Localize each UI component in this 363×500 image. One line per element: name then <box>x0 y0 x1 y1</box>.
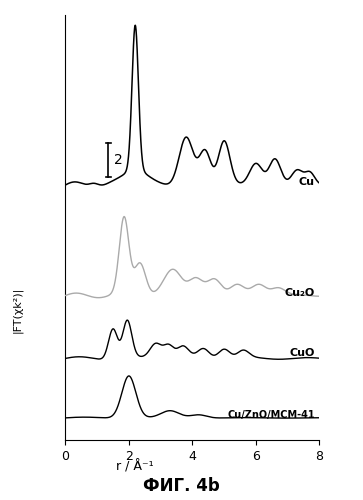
Text: |FT(χk²)|: |FT(χk²)| <box>12 287 23 333</box>
Text: r / Å⁻¹: r / Å⁻¹ <box>117 460 154 474</box>
Text: ФИГ. 4b: ФИГ. 4b <box>143 477 220 495</box>
Text: Cu: Cu <box>299 176 315 186</box>
Text: Cu₂O: Cu₂O <box>285 288 315 298</box>
Text: Cu/ZnO/MCM-41: Cu/ZnO/MCM-41 <box>227 410 315 420</box>
Text: CuO: CuO <box>289 348 315 358</box>
Text: 2: 2 <box>114 152 123 166</box>
